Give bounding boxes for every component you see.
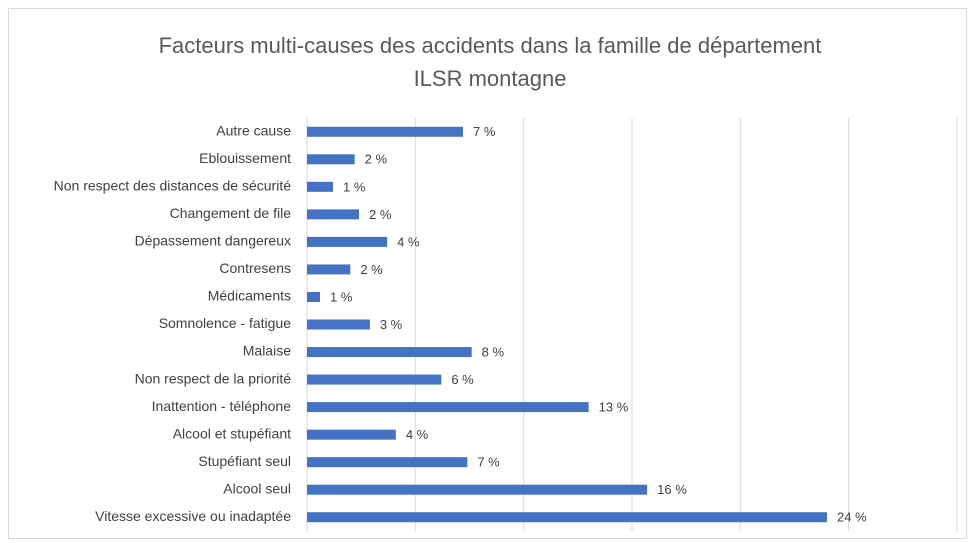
y-tick-label: Vitesse excessive ou inadaptée: [95, 508, 291, 524]
bar: [307, 429, 396, 440]
bar: [307, 347, 472, 358]
y-tick-label: Somnolence - fatigue: [159, 315, 292, 331]
y-tick-label: Autre cause: [216, 122, 291, 138]
bar: [307, 126, 463, 137]
chart-title: ILSR montagne: [414, 66, 567, 91]
bar: [307, 181, 333, 192]
y-tick-label: Contresens: [219, 260, 291, 276]
bar: [307, 236, 388, 247]
y-tick-label: Alcool seul: [223, 480, 291, 496]
data-label: 1 %: [343, 179, 366, 194]
data-label: 16 %: [657, 482, 687, 497]
chart-title: Facteurs multi-causes des accidents dans…: [159, 33, 822, 58]
y-tick-label: Changement de file: [170, 205, 292, 221]
y-tick-label: Dépassement dangereux: [135, 233, 291, 249]
y-tick-label: Malaise: [243, 343, 291, 359]
bar: [307, 484, 648, 495]
data-label: 13 %: [599, 400, 629, 415]
bar: [307, 291, 320, 302]
data-label: 3 %: [380, 317, 403, 332]
y-tick-label: Non respect de la priorité: [135, 370, 292, 386]
bar: [307, 319, 370, 330]
data-label: 2 %: [360, 262, 383, 277]
y-tick-label: Non respect des distances de sécurité: [54, 178, 292, 194]
data-label: 2 %: [369, 207, 392, 222]
data-label: 8 %: [482, 344, 505, 359]
y-tick-label: Médicaments: [208, 288, 291, 304]
y-tick-label: Eblouissement: [199, 150, 291, 166]
y-tick-label: Stupéfiant seul: [198, 453, 291, 469]
data-label: 7 %: [473, 124, 496, 139]
data-label: 4 %: [397, 234, 420, 249]
data-label: 2 %: [365, 152, 388, 167]
bar: [307, 209, 359, 220]
y-tick-label: Inattention - téléphone: [152, 398, 292, 414]
bar: [307, 154, 355, 165]
y-tick-label: Alcool et stupéfiant: [173, 425, 291, 441]
data-label: 7 %: [477, 455, 500, 470]
data-label: 6 %: [451, 372, 474, 387]
chart-frame: [8, 8, 967, 539]
data-label: 1 %: [330, 289, 353, 304]
data-label: 24 %: [837, 510, 867, 525]
bar: [307, 374, 442, 385]
bar: [307, 457, 468, 468]
bar: [307, 264, 351, 275]
data-label: 4 %: [406, 427, 429, 442]
bar: [307, 512, 827, 523]
bar: [307, 402, 589, 413]
